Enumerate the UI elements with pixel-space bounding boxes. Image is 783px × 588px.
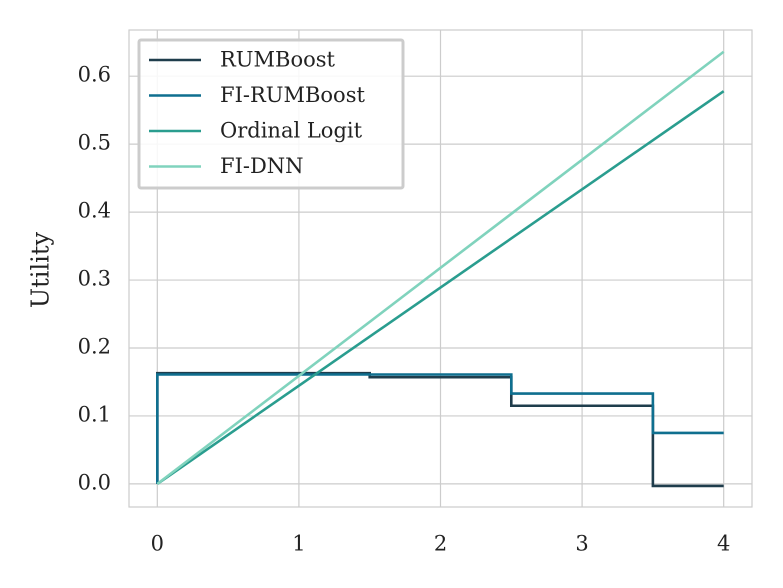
y-axis-label: Utility (27, 232, 55, 309)
y-tick-label: 0.5 (78, 131, 111, 155)
legend-label: FI-DNN (220, 154, 304, 178)
plot-frame (128, 29, 753, 508)
y-tick-label: 0.6 (78, 63, 111, 87)
legend-box (137, 38, 405, 190)
y-tick-label: 0.3 (78, 267, 111, 291)
x-tick-label: 3 (575, 532, 588, 556)
y-tick-label: 0.0 (78, 470, 111, 494)
series-line (156, 373, 724, 484)
series-line (156, 50, 725, 485)
series-line (156, 90, 725, 485)
x-tick-label: 4 (717, 532, 730, 556)
y-tick-label: 0.2 (78, 335, 111, 359)
legend-label: FI-RUMBoost (220, 83, 365, 107)
x-tick-label: 1 (292, 532, 305, 556)
y-tick-label: 0.4 (78, 199, 111, 223)
legend-label: Ordinal Logit (220, 119, 363, 143)
legend-label: RUMBoost (220, 48, 336, 72)
x-tick-label: 0 (151, 532, 164, 556)
y-tick-label: 0.1 (78, 402, 111, 426)
x-tick-label: 2 (434, 532, 447, 556)
